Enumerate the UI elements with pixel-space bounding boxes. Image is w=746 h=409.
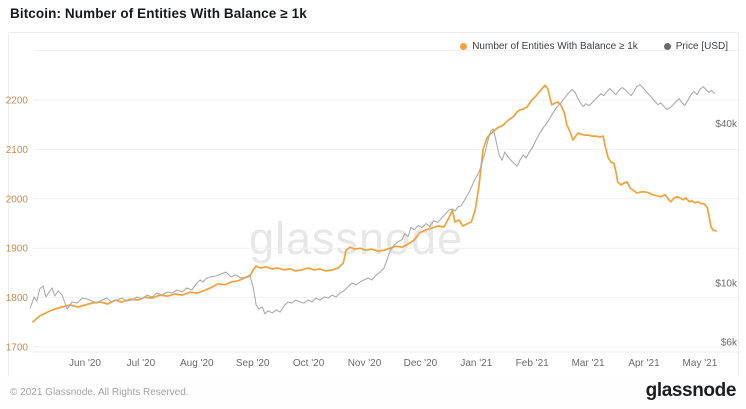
- legend-item-entities[interactable]: Number of Entities With Balance ≥ 1k: [460, 41, 638, 52]
- entities-series-dot-icon: [460, 43, 468, 50]
- plot-area[interactable]: [33, 48, 716, 352]
- chart-legend: Number of Entities With Balance ≥ 1k Pri…: [460, 41, 728, 52]
- copyright-text: © 2021 Glassnode. All Rights Reserved.: [10, 387, 189, 398]
- glassnode-logo: glassnode: [645, 380, 737, 401]
- page-title: Bitcoin: Number of Entities With Balance…: [10, 6, 307, 21]
- legend-label-price: Price [USD]: [675, 41, 728, 52]
- legend-item-price[interactable]: Price [USD]: [663, 41, 728, 52]
- footer: © 2021 Glassnode. All Rights Reserved. g…: [0, 376, 746, 409]
- legend-label-entities: Number of Entities With Balance ≥ 1k: [472, 41, 638, 52]
- price-series-dot-icon: [663, 43, 671, 50]
